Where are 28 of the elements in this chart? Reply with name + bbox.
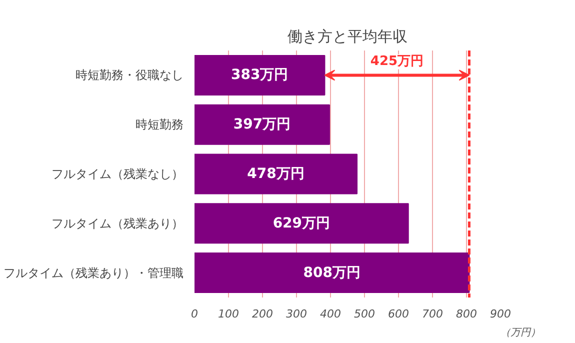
x-tick-label: 300: [286, 308, 307, 320]
annotation: 425万円: [370, 54, 424, 70]
y-tick-label: フルタイム（残業なし）: [52, 167, 184, 181]
x-tick-label: 500: [354, 308, 375, 320]
bar: [194, 252, 470, 294]
x-tick-label: 800: [456, 308, 477, 320]
data-label: 383万円: [231, 67, 288, 84]
x-tick-label: 700: [422, 308, 443, 320]
y-tick-label: 時短勤務・役職なし: [76, 68, 184, 82]
x-tick-label: 0: [191, 308, 198, 320]
x-tick-label: 600: [388, 308, 409, 320]
data-label: 397万円: [233, 116, 291, 133]
y-tick-label: 時短勤務: [136, 118, 184, 132]
bar: [194, 203, 409, 244]
bar: [194, 104, 330, 145]
x-tick-label: 900: [490, 308, 511, 320]
x-tick-label: 200: [252, 308, 273, 320]
x-axis-title: （万円）: [500, 328, 540, 338]
x-tick-label: 100: [218, 308, 239, 320]
y-tick-label: フルタイム（残業あり）: [52, 216, 184, 230]
x-tick-label: 400: [320, 308, 341, 320]
data-label: 808万円: [303, 264, 360, 281]
data-label: 629万円: [272, 215, 330, 232]
data-label: 478万円: [247, 166, 304, 182]
bar: [194, 54, 326, 96]
chart-title: 働き方と平均年収: [288, 28, 408, 46]
y-tick-label: フルタイム（残業あり）・管理職: [4, 266, 184, 280]
bar: [194, 154, 358, 194]
